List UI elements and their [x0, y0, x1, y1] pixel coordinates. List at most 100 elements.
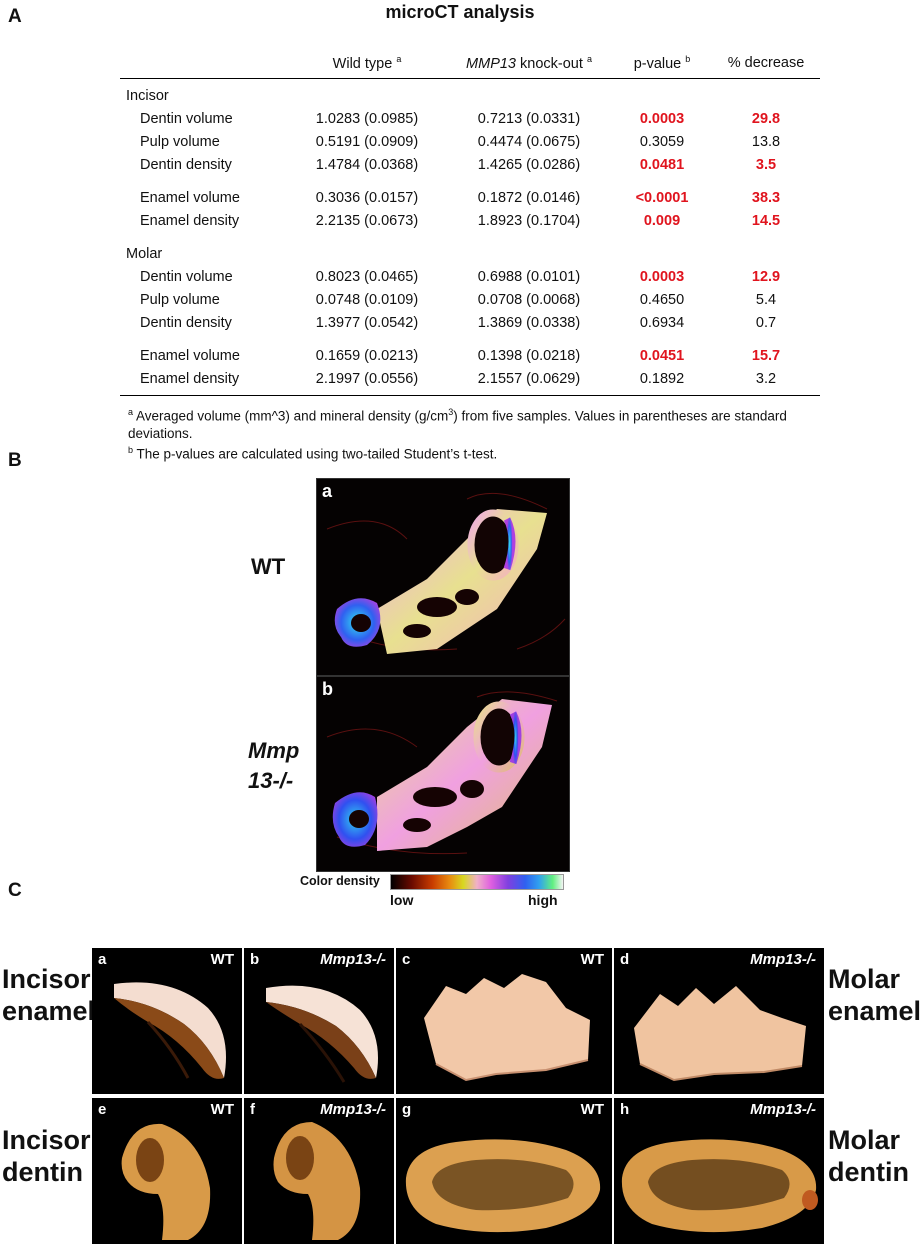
row-label: Dentin volume [140, 269, 233, 286]
ko-value: 1.3869 (0.0338) [477, 315, 581, 332]
tile-letter: h [620, 1101, 630, 1118]
header-knockout-gene: MMP13 [466, 55, 516, 72]
footnote-a: a Averaged volume (mm^3) and mineral den… [128, 404, 828, 442]
decrease-value: 3.2 [712, 367, 820, 396]
header-knockout-text: knock-out [516, 55, 583, 72]
header-pvalue: p-value b [612, 48, 712, 79]
p-value: 0.0451 [639, 348, 685, 365]
table-row: Dentin volume 1.0283 (0.0985) 0.7213 (0.… [120, 108, 820, 131]
p-value: <0.0001 [635, 190, 689, 207]
molar-dentin-image [405, 1139, 601, 1233]
molar-enamel-image [424, 974, 590, 1082]
ko-value: 0.1398 (0.0218) [477, 348, 581, 365]
ko-value: 1.4265 (0.0286) [477, 157, 581, 174]
footnote-b-sup: b [128, 445, 134, 455]
p-value: 0.0003 [639, 269, 685, 286]
decrease-value: 38.3 [751, 190, 781, 207]
wt-value: 1.0283 (0.0985) [315, 111, 419, 128]
table-header-row: Wild type a MMP13 knock-out a p-value b … [120, 48, 820, 79]
decrease-value: 5.4 [755, 292, 777, 309]
p-value: 0.1892 [612, 367, 712, 396]
microct-scan-wt: a [316, 478, 570, 676]
row-label: Enamel density [140, 213, 240, 230]
row-label-incisor-dentin: Incisor dentin [2, 1124, 91, 1188]
footnote-b-text: The p-values are calculated using two-ta… [136, 446, 498, 462]
tile-letter: e [98, 1101, 107, 1118]
tile-incisor-enamel-wt: a WT [92, 948, 242, 1094]
tile-molar-dentin-ko: h Mmp13-/- [614, 1098, 824, 1244]
tile-condition: WT [210, 951, 234, 968]
tile-incisor-dentin-ko: f Mmp13-/- [244, 1098, 394, 1244]
header-pvalue-text: p-value [633, 55, 682, 72]
tile-incisor-enamel-ko: b Mmp13-/- [244, 948, 394, 1094]
scan-sublabel-a: a [322, 481, 333, 501]
p-value: 0.009 [643, 213, 681, 230]
scan-image-ko [326, 691, 558, 855]
row-label: Dentin density [140, 157, 232, 174]
table-row: Enamel volume 0.3036 (0.0157) 0.1872 (0.… [120, 177, 820, 210]
tile-condition: WT [580, 951, 604, 968]
header-decrease: % decrease [712, 48, 820, 79]
row-label-molar-enamel: Molar enamel [828, 963, 920, 1027]
footnote-b: b The p-values are calculated using two-… [128, 442, 828, 463]
table-row: Pulp volume 0.0748 (0.0109) 0.0708 (0.00… [120, 289, 820, 312]
tile-letter: b [250, 951, 260, 968]
p-value: 0.4650 [639, 292, 685, 309]
tile-condition: WT [210, 1101, 234, 1118]
tile-letter: d [620, 951, 630, 968]
tile-condition: Mmp13-/- [750, 1101, 816, 1118]
row-label-incisor-enamel-1: Incisor [2, 964, 91, 994]
ko-value: 1.8923 (0.1704) [477, 213, 581, 230]
wt-label: WT [251, 554, 286, 579]
wt-value: 0.0748 (0.0109) [315, 292, 419, 309]
row-label-incisor-dentin-1: Incisor [2, 1125, 91, 1155]
scan-image-wt [326, 492, 566, 654]
tile-condition: Mmp13-/- [750, 951, 816, 968]
colorbar-low: low [390, 892, 414, 908]
row-label-molar-dentin-2: dentin [828, 1157, 909, 1187]
row-label-incisor-enamel-2: enamel [2, 996, 96, 1026]
row-label: Pulp volume [140, 292, 220, 309]
row-label: Dentin density [140, 315, 232, 332]
incisor-enamel-image [266, 985, 378, 1083]
decrease-value: 14.5 [751, 213, 781, 230]
wt-value: 0.8023 (0.0465) [315, 269, 419, 286]
wt-value: 0.1659 (0.0213) [315, 348, 419, 365]
tile-molar-enamel-ko: d Mmp13-/- [614, 948, 824, 1094]
decrease-value: 13.8 [751, 134, 781, 151]
decrease-value: 3.5 [755, 157, 777, 174]
tile-letter: g [402, 1101, 412, 1118]
p-value: 0.0481 [639, 157, 685, 174]
microct-table: Wild type a MMP13 knock-out a p-value b … [120, 48, 820, 396]
row-label-molar-dentin: Molar dentin [828, 1124, 909, 1188]
header-knockout: MMP13 knock-out a [446, 48, 612, 79]
decrease-value: 15.7 [751, 348, 781, 365]
row-label: Dentin volume [140, 111, 233, 128]
wt-value: 1.3977 (0.0542) [315, 315, 419, 332]
row-label-molar-enamel-2: enamel [828, 996, 920, 1026]
wt-value: 2.2135 (0.0673) [315, 213, 419, 230]
ko-label-line-2: 13-/- [248, 768, 294, 793]
ko-value: 0.7213 (0.0331) [477, 111, 581, 128]
decrease-value: 0.7 [755, 315, 777, 332]
group-label-incisor: Incisor [126, 88, 169, 105]
wt-value: 1.4784 (0.0368) [315, 157, 419, 174]
table-title: microCT analysis [385, 2, 535, 22]
footnote-a-sup: a [128, 407, 134, 417]
panel-label-a: A [8, 6, 22, 27]
row-label: Enamel volume [140, 190, 240, 207]
header-blank [120, 48, 288, 79]
tile-condition: WT [580, 1101, 604, 1118]
ko-value: 0.1872 (0.0146) [477, 190, 581, 207]
molar-dentin-image [621, 1139, 818, 1233]
decrease-value: 29.8 [751, 111, 781, 128]
tile-letter: a [98, 951, 107, 968]
footnote-a-text-1: Averaged volume (mm^3) and mineral densi… [136, 408, 449, 424]
tile-condition: Mmp13-/- [320, 951, 386, 968]
table-row: Dentin density 1.3977 (0.0542) 1.3869 (0… [120, 312, 820, 335]
ko-value: 2.1557 (0.0629) [446, 367, 612, 396]
tile-molar-dentin-wt: g WT [396, 1098, 612, 1244]
group-row-molar: Molar [120, 233, 820, 266]
table-row: Enamel volume 0.1659 (0.0213) 0.1398 (0.… [120, 335, 820, 368]
scan-sublabel-b: b [322, 679, 333, 699]
